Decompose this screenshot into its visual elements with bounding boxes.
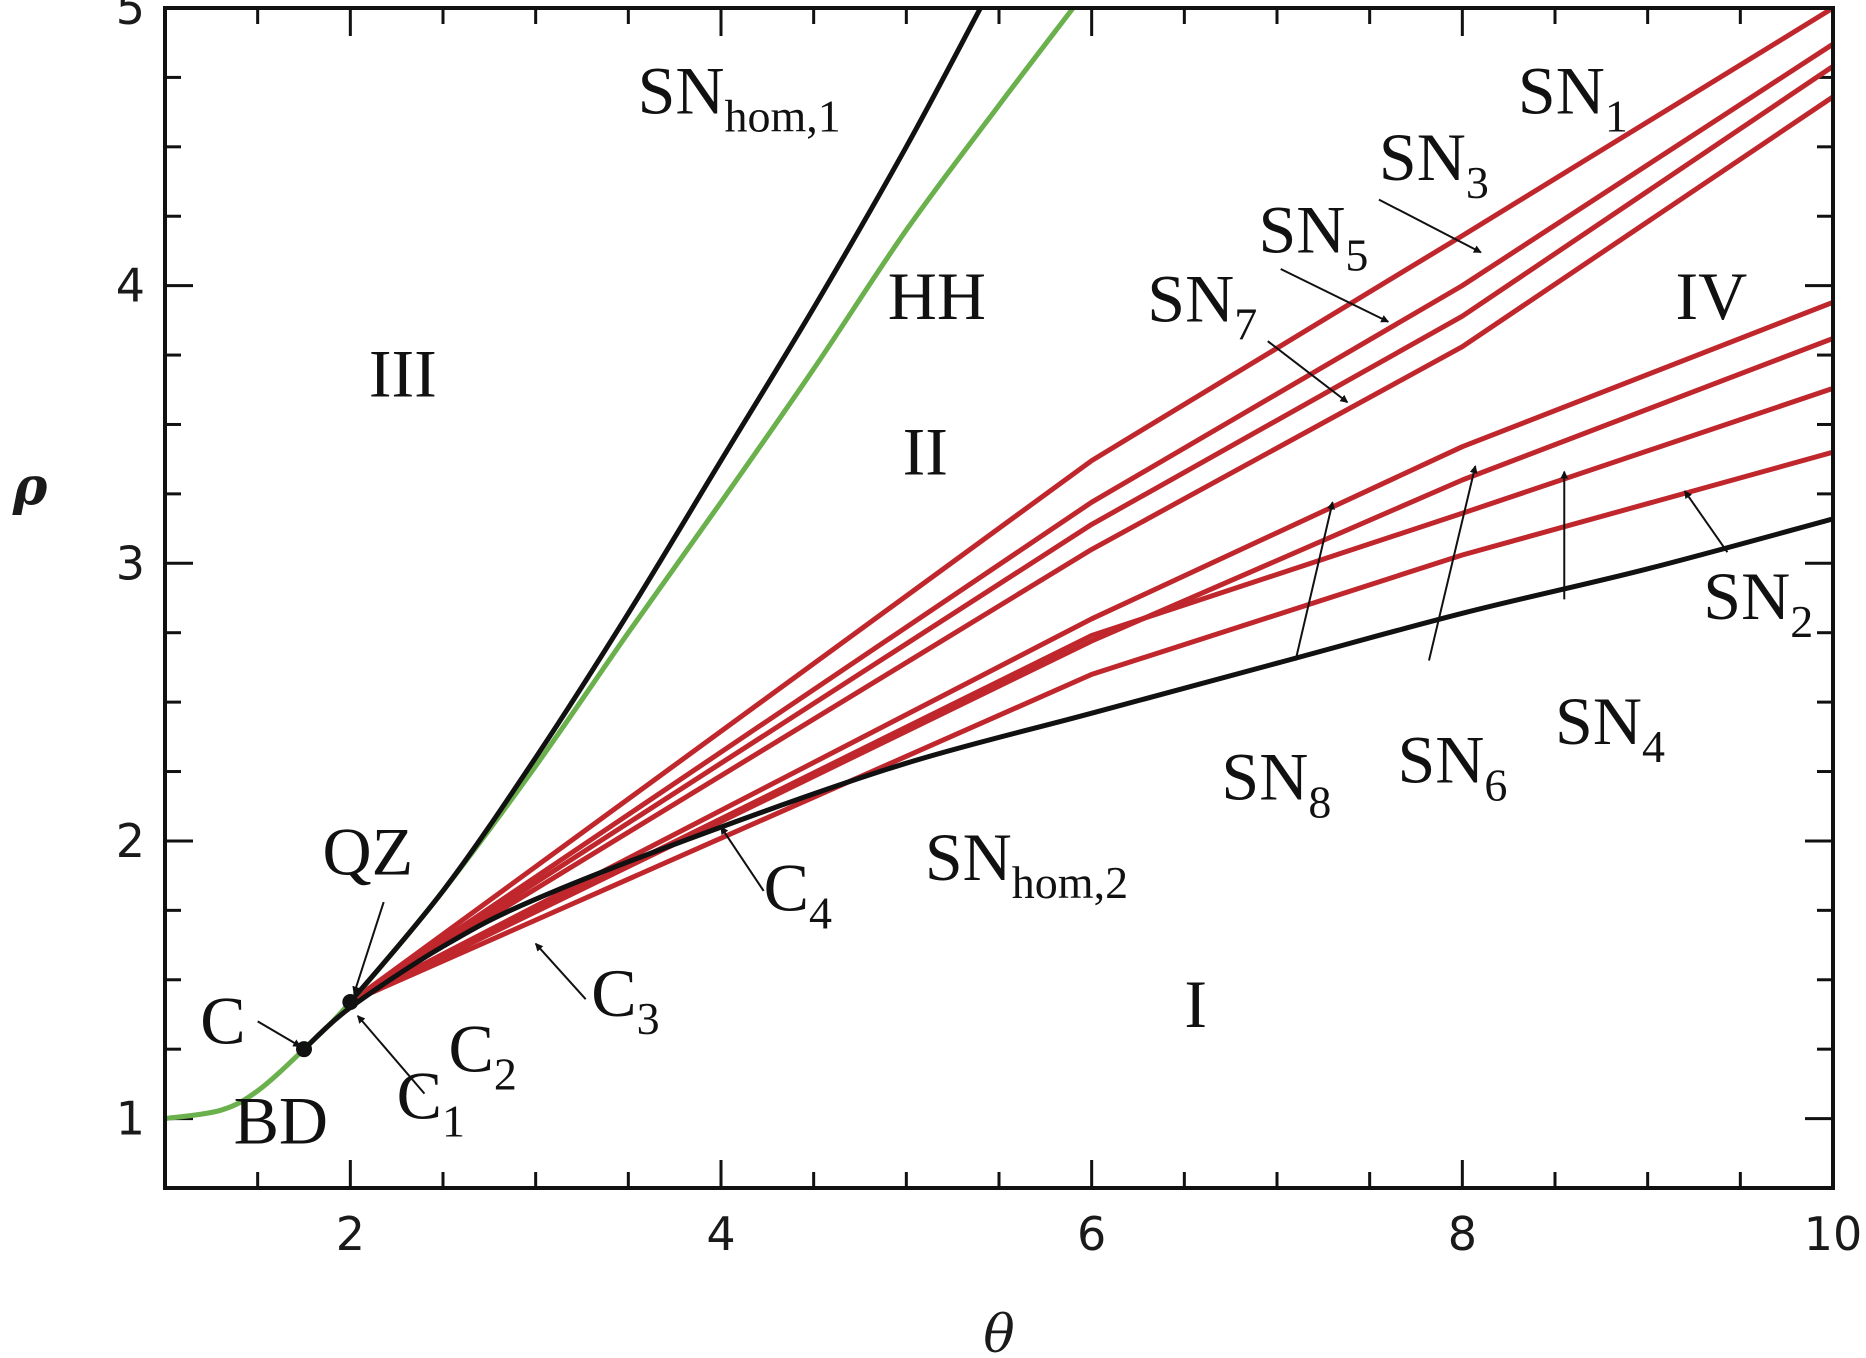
curve-bd [165, 8, 1076, 1122]
label-sn-5: SN5 [1258, 191, 1368, 280]
label-hh: HH [888, 258, 986, 334]
arrow-sn5 [1280, 268, 1390, 323]
label-sn-4: SN4 [1555, 683, 1665, 772]
arrow-c4 [720, 826, 765, 892]
label-c3: C3 [591, 955, 659, 1044]
curve-sn-4 [347, 385, 1833, 1005]
x-tick-label: 8 [1448, 1207, 1477, 1261]
plot-frame [163, 6, 1835, 1190]
arrow-sn8 [1294, 501, 1335, 661]
y-tick-label: 3 [116, 536, 145, 590]
curve-sn-3 [347, 41, 1833, 1005]
annotation-arrows [257, 198, 1729, 1095]
arrow-c3 [534, 942, 587, 1000]
label-sn-2: SN2 [1703, 558, 1813, 647]
curve-sn-5 [347, 63, 1833, 1005]
y-tick-label: 4 [116, 259, 145, 313]
point-c [296, 1041, 312, 1058]
point-qz [342, 993, 359, 1010]
arrow-sn6 [1428, 465, 1478, 661]
arrow-c [257, 1020, 302, 1048]
label-sn-7: SN7 [1147, 261, 1257, 350]
label-region-iii: III [369, 336, 437, 412]
label-sn-hom-1: SNhom,1 [638, 53, 841, 142]
label-c1: C1 [397, 1058, 465, 1147]
x-tick-label: 2 [336, 1207, 365, 1261]
label-qz: QZ [323, 813, 414, 889]
x-tick-label: 10 [1804, 1207, 1863, 1261]
curves [165, 8, 1833, 1122]
x-tick-label: 4 [706, 1207, 735, 1261]
label-region-ii: II [903, 413, 948, 489]
label-sn-hom-2: SNhom,2 [925, 819, 1128, 908]
curve-sn-2 [347, 449, 1833, 1005]
annotation-labels: SNhom,1HHIIIIIIVISN1SN3SN5SN7SN8SN6SN4SN… [200, 53, 1813, 1159]
label-region-i: I [1184, 966, 1207, 1042]
y-tick-label: 5 [116, 0, 145, 35]
arrow-sn3 [1378, 198, 1482, 254]
label-sn-1: SN1 [1518, 53, 1628, 142]
x-tick-label: 6 [1077, 1207, 1106, 1261]
label-sn-6: SN6 [1397, 722, 1507, 811]
arrow-c1 [356, 1015, 426, 1095]
label-sn-8: SN8 [1221, 738, 1331, 827]
label-c4: C4 [764, 849, 832, 938]
y-axis-title: ρ [12, 456, 48, 517]
label-c: C [200, 983, 245, 1059]
label-c2: C2 [449, 1010, 517, 1099]
curve-sn-hom-1 [347, 8, 983, 1005]
curve-sn-8 [347, 299, 1833, 1005]
arrow-sn7 [1267, 340, 1349, 404]
arrow-qz [352, 901, 385, 995]
label-region-iv: IV [1675, 258, 1747, 334]
label-bd: BD [234, 1083, 328, 1159]
label-sn-3: SN3 [1379, 119, 1489, 208]
curve-sn-hom-2 [301, 516, 1833, 1052]
arrow-sn2 [1683, 490, 1729, 553]
y-tick-label: 1 [116, 1092, 145, 1146]
curve-sn-7 [347, 94, 1833, 1005]
y-tick-label: 2 [116, 814, 145, 868]
x-axis-title: θ [983, 1305, 1014, 1358]
